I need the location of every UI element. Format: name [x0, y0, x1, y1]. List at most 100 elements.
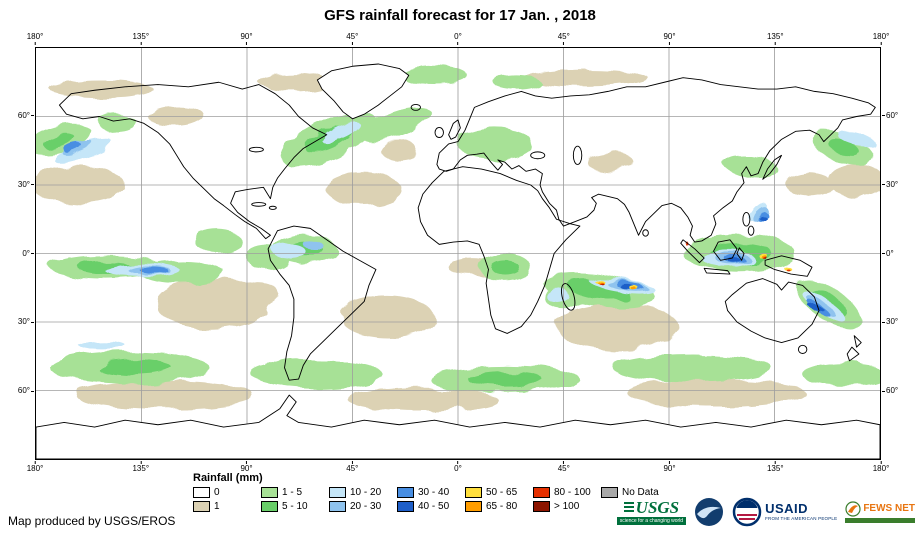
lon-label-top: 90° [663, 32, 676, 45]
australia [724, 278, 820, 344]
lon-label-top: 135° [767, 33, 784, 45]
sumatra [680, 239, 705, 264]
lon-label-bottom: 180° [26, 461, 44, 473]
tick-mark [563, 42, 565, 45]
antarctica [36, 394, 880, 459]
legend-swatch [465, 487, 482, 498]
rain-trace [36, 68, 880, 412]
lon-label-bottom: 90° [240, 461, 253, 473]
lon-label-top: 45° [346, 33, 358, 45]
lat-label-text: 30° [886, 179, 899, 189]
tick-mark [245, 461, 247, 464]
legend-rows: 0 1 - 5 10 - 20 30 - 40 50 - 65 80 - 100 No Da… [193, 487, 669, 512]
rainfall-legend: Rainfall (mm) 0 1 - 5 10 - 20 30 - 40 50 - 6… [193, 472, 669, 515]
legend-swatch [261, 501, 278, 512]
south-america [267, 225, 377, 381]
lon-label-text: 90° [663, 32, 676, 41]
legend-label: 65 - 80 [486, 501, 518, 512]
lon-label-bottom: 135° [767, 461, 784, 473]
usaid-tagline: FROM THE AMERICAN PEOPLE [765, 515, 838, 521]
britain [448, 119, 461, 140]
lon-label-text: 0° [454, 464, 462, 473]
iceland [410, 103, 421, 111]
greenland [316, 63, 410, 120]
tick-mark [880, 42, 882, 45]
new-zealand-south [846, 346, 860, 362]
legend-label: 5 - 10 [282, 501, 308, 512]
usaid-wordmark: USAID [765, 501, 809, 517]
black-sea [530, 151, 546, 160]
lon-label-top: 180° [27, 33, 43, 45]
borneo [713, 239, 738, 261]
lon-label-text: 180° [26, 464, 44, 473]
java [703, 267, 731, 275]
tick-mark [774, 42, 776, 45]
lon-label-top: 45° [558, 33, 570, 45]
lon-label-bottom: 45° [346, 461, 358, 473]
legend-swatch [465, 501, 482, 512]
legend-label: 40 - 50 [418, 501, 450, 512]
lon-label-bottom: 0° [454, 461, 462, 473]
lat-label-text: 30° [17, 179, 30, 189]
lat-label-right: 30° [882, 318, 898, 326]
lon-label-bottom: 45° [558, 461, 570, 473]
continents [36, 63, 880, 459]
caspian-sea [572, 145, 583, 165]
lat-label-right: 0° [882, 249, 894, 258]
tick-mark [880, 461, 882, 464]
legend-item: 0 [193, 487, 261, 498]
usaid-emblem-icon [732, 497, 762, 527]
tick-mark [351, 42, 353, 45]
lon-label-text: 90° [240, 32, 253, 41]
noaa-logo [695, 498, 724, 526]
legend-item: 1 [193, 501, 261, 512]
legend-label: 1 [214, 501, 220, 512]
new-guinea [764, 255, 813, 277]
legend-swatch [329, 487, 346, 498]
legend-title: Rainfall (mm) [193, 472, 263, 484]
fewsnet-globe-icon [845, 501, 861, 517]
lon-label-top: 135° [132, 33, 149, 45]
legend-label: 20 - 30 [350, 501, 382, 512]
legend-swatch [193, 501, 210, 512]
usgs-wave-icon [623, 502, 634, 513]
eurasia [436, 77, 876, 243]
sulawesi [736, 247, 745, 261]
tick-mark [351, 461, 353, 464]
tasmania [797, 344, 808, 354]
lat-label-right: 60° [882, 110, 899, 120]
legend-item: 5 - 10 [261, 501, 329, 512]
tick-mark [457, 42, 459, 45]
tick-mark [882, 321, 885, 323]
fewsnet-wordmark: FEWS NET [863, 503, 915, 514]
graticule [36, 48, 880, 459]
tick-mark [31, 390, 34, 392]
legend-swatch [533, 501, 550, 512]
fewsnet-bar [845, 518, 915, 523]
legend-item: > 100 [533, 501, 601, 512]
lat-label-text: 30° [886, 317, 899, 327]
tick-mark [31, 184, 34, 186]
usgs-wordmark: USGS [635, 498, 680, 517]
lon-label-text: 45° [557, 464, 570, 473]
tick-mark [34, 461, 36, 464]
map-credit: Map produced by USGS/EROS [8, 514, 176, 528]
lon-label-text: 0° [454, 32, 462, 41]
lon-label-text: 45° [557, 32, 570, 41]
legend-item: 65 - 80 [465, 501, 533, 512]
lon-label-text: 135° [766, 464, 784, 473]
lon-label-text: 45° [346, 32, 359, 41]
lat-label-text: 60° [886, 110, 899, 120]
lat-label-left: 30° [18, 318, 34, 326]
madagascar [560, 283, 576, 311]
legend-label: 50 - 65 [486, 487, 518, 498]
legend-item: 20 - 30 [329, 501, 397, 512]
philippines-south [747, 225, 755, 236]
fewsnet-logo: FEWS NET [845, 501, 915, 523]
lon-label-text: 135° [766, 32, 784, 41]
lat-label-left: 60° [18, 111, 34, 120]
page-title: GFS rainfall forecast for 17 Jan. , 2018 [324, 7, 596, 24]
legend-label: > 100 [554, 501, 580, 512]
lat-label-right: 60° [882, 387, 898, 395]
